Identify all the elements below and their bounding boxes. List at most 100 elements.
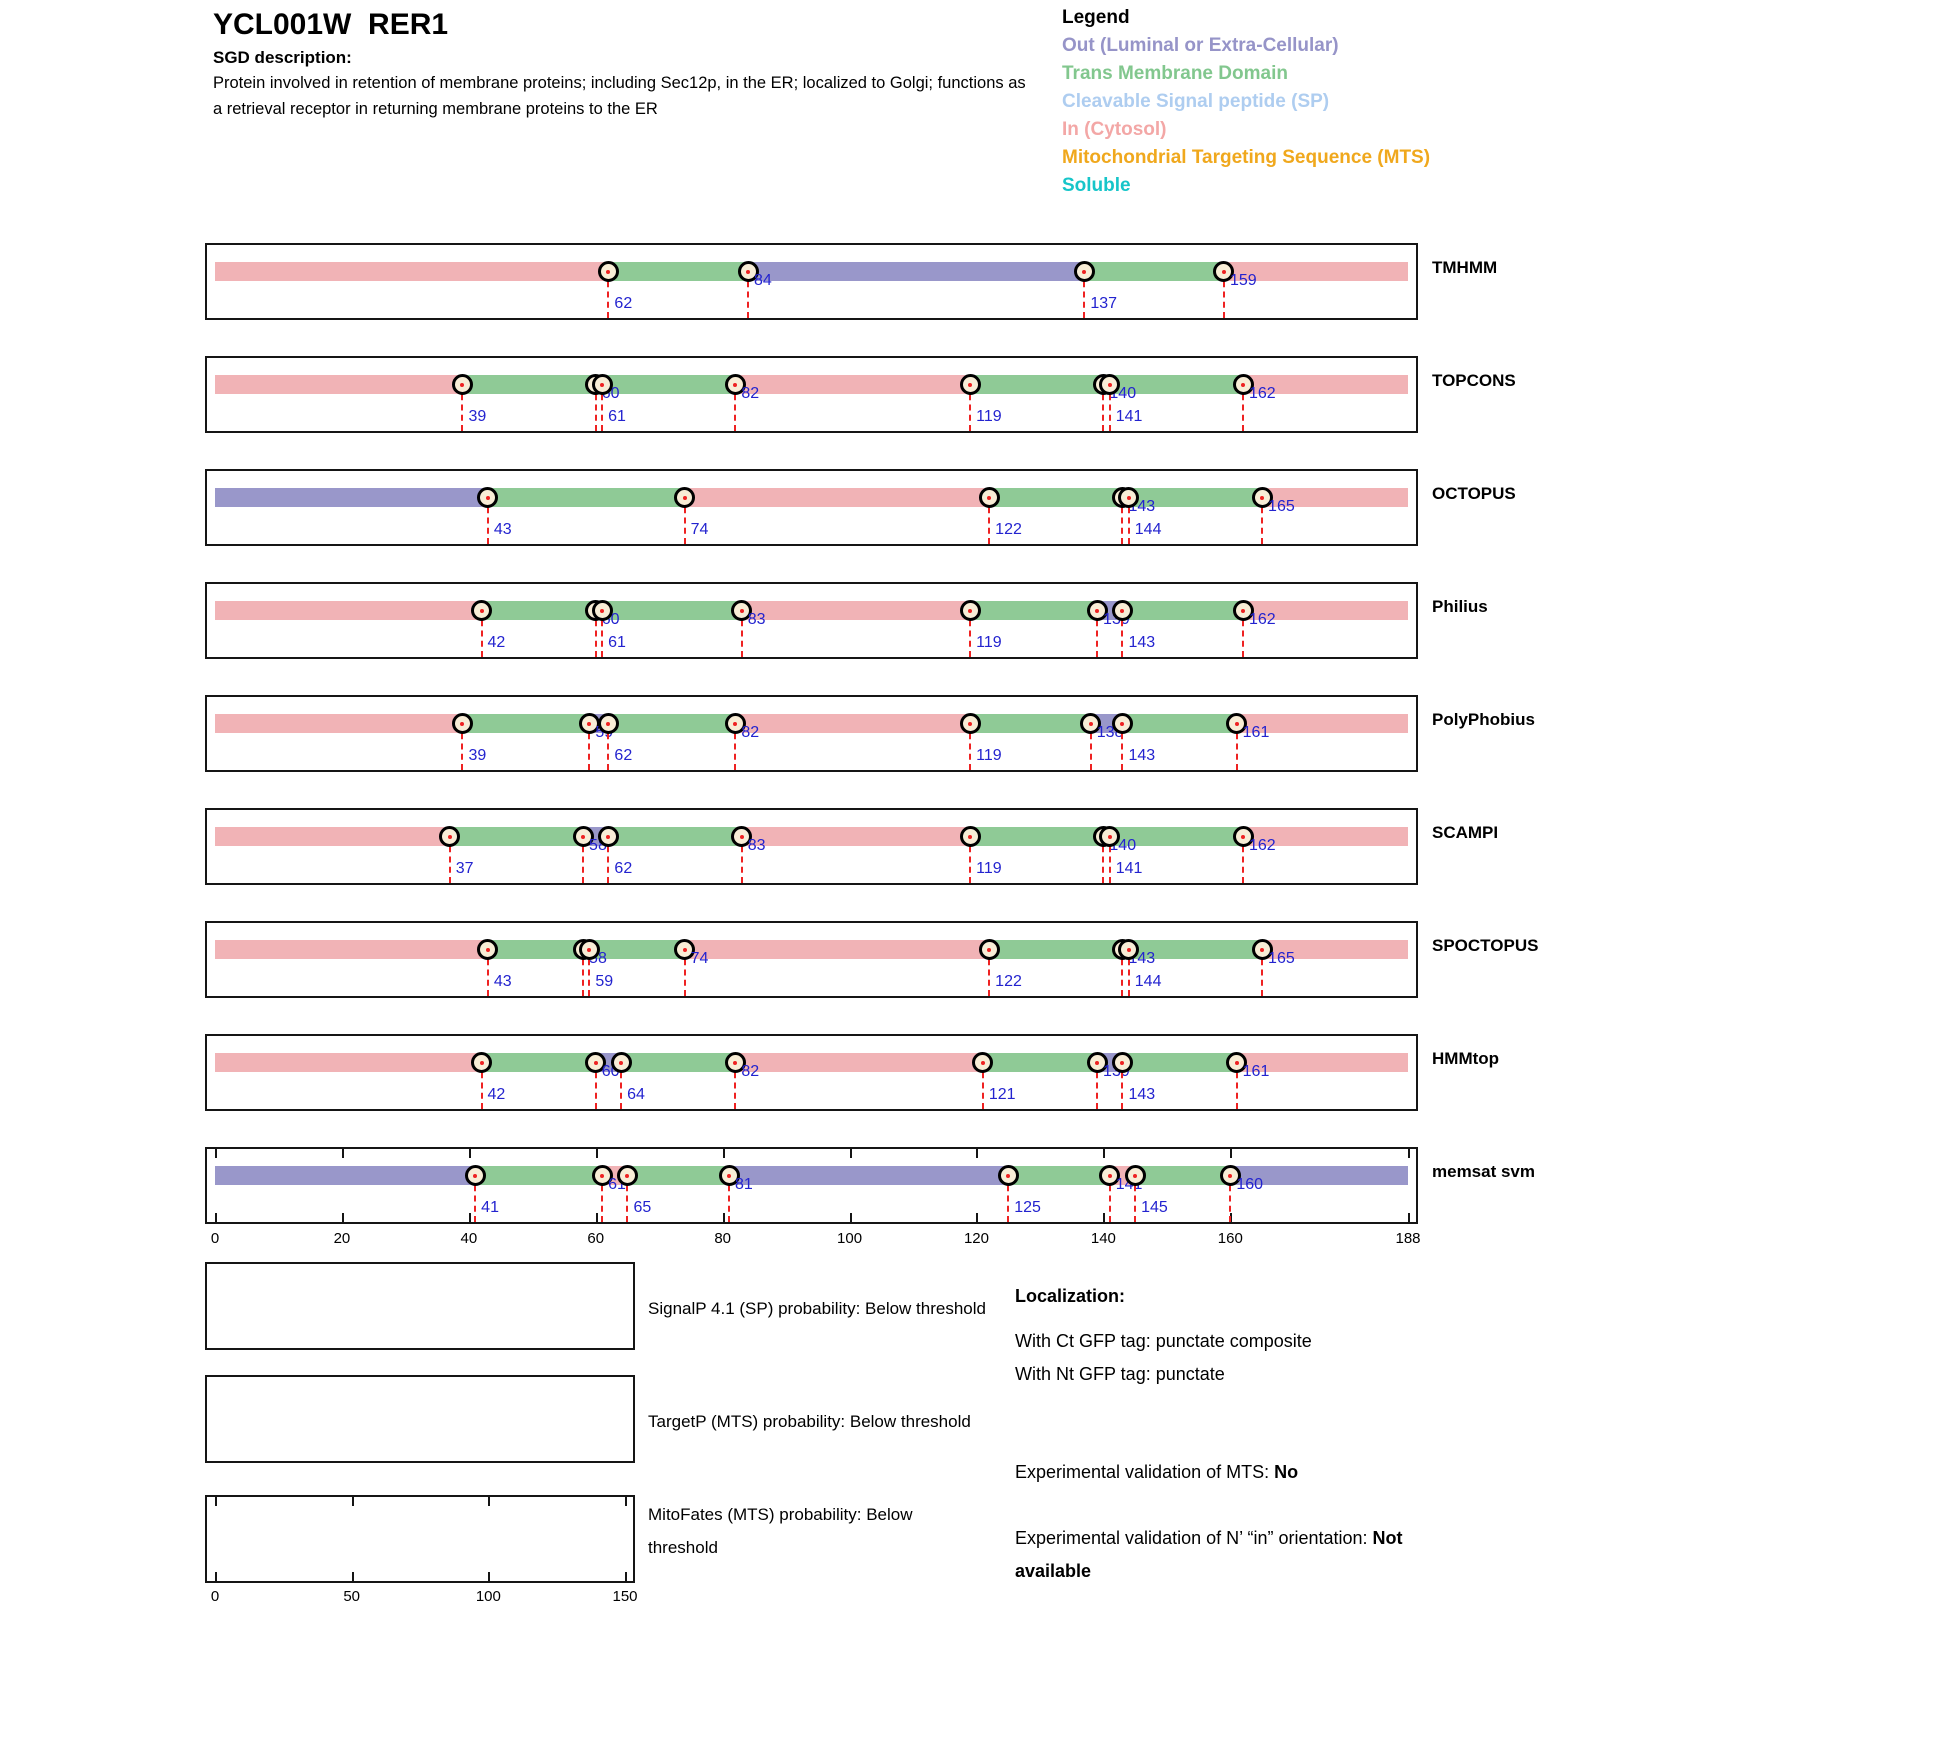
boundary-line: [1108, 384, 1111, 431]
bar-segment-tm: [627, 1166, 729, 1185]
axis-tick-label: 100: [837, 1230, 863, 1247]
boundary-label: 64: [627, 1086, 645, 1103]
axis-tick: [215, 1572, 217, 1581]
boundary-line: [1261, 497, 1264, 544]
bar-segment-in: [1236, 714, 1408, 733]
bar-segment-in: [735, 714, 971, 733]
boundary-label: 141: [1115, 860, 1143, 877]
boundary-line: [683, 497, 686, 544]
marker-center-dot: [733, 1061, 738, 1065]
boundary-line: [734, 1062, 737, 1109]
axis-tick: [625, 1572, 627, 1581]
boundary-line: [1121, 949, 1124, 996]
track-box-philius: 42606183119139143162: [205, 582, 1418, 659]
boundary-line: [607, 271, 610, 318]
bar-segment-tm: [475, 1166, 603, 1185]
boundary-label: 121: [988, 1086, 1016, 1103]
boundary-line: [1235, 1062, 1238, 1109]
bar-segment-in: [735, 375, 971, 394]
bar-segment-in: [1243, 375, 1408, 394]
boundary-label: 82: [741, 724, 760, 741]
boundary-label: 122: [995, 973, 1022, 990]
marker-center-dot: [739, 835, 744, 839]
track-box-topcons: 39 60 61 82 119 140 141 162: [205, 356, 1418, 433]
bar-segment-in: [215, 1053, 482, 1072]
axis-tick: [722, 1213, 725, 1222]
boundary-line: [734, 723, 737, 770]
marker-center-dot: [485, 948, 490, 952]
marker-center-dot: [968, 383, 973, 387]
boundary-label: 42: [487, 634, 506, 651]
boundary-label: 143: [1128, 634, 1156, 651]
axis-tick: [215, 1497, 217, 1506]
marker-center-dot: [1095, 1061, 1100, 1065]
boundary-line: [1121, 497, 1124, 544]
marker-center-dot: [1107, 835, 1112, 839]
boundary-line: [1121, 1062, 1124, 1109]
marker-center-dot: [968, 609, 973, 613]
boundary-label: 162: [1249, 385, 1276, 402]
axis-tick-label: 20: [333, 1230, 351, 1247]
marker-center-dot: [1120, 722, 1125, 726]
marker-center-dot: [581, 835, 586, 839]
bar-segment-tm: [1084, 262, 1224, 281]
boundary-line: [582, 949, 585, 996]
boundary-line: [588, 723, 591, 770]
boundary-label: 165: [1268, 498, 1295, 515]
marker-center-dot: [447, 835, 452, 839]
boundary-label: 41: [481, 1199, 499, 1216]
boundary-line: [1007, 1175, 1010, 1222]
boundary-line: [1096, 610, 1099, 657]
marker-center-dot: [1120, 609, 1125, 613]
bar-segment-in: [735, 1053, 983, 1072]
marker-center-dot: [727, 1174, 731, 1178]
boundary-label: 62: [614, 295, 633, 312]
boundary-line: [486, 497, 489, 544]
marker-center-dot: [587, 722, 592, 726]
track-name-spoctopus: SPOCTOPUS: [1432, 936, 1539, 955]
marker-center-dot: [733, 383, 738, 387]
axis-tick-label: 188: [1395, 1230, 1421, 1247]
marker-center-dot: [625, 1174, 630, 1178]
boundary-label: 39: [468, 747, 487, 764]
bar-segment-tm: [1109, 375, 1243, 394]
axis-tick: [1230, 1213, 1233, 1222]
boundary-label: 82: [741, 385, 760, 402]
boundary-line: [601, 1175, 604, 1222]
boundary-line: [480, 1062, 483, 1109]
boundary-line: [1242, 836, 1244, 883]
bar-segment-in: [215, 714, 463, 733]
page-title: YCL001W RER1: [213, 8, 449, 41]
marker-center-dot: [1228, 1174, 1233, 1178]
bar-segment-in: [1243, 827, 1408, 846]
axis-tick-label: 40: [460, 1230, 478, 1247]
bar-segment-in: [1223, 262, 1408, 281]
marker-center-dot: [1120, 1061, 1125, 1065]
boundary-line: [969, 610, 972, 657]
boundary-line: [607, 723, 610, 770]
axis-tick: [351, 1497, 354, 1506]
track-name-philius: Philius: [1432, 597, 1488, 616]
sgd-description-heading: SGD description:: [213, 48, 352, 67]
boundary-line: [594, 610, 597, 657]
marker-center-dot: [1234, 722, 1239, 726]
boundary-label: 145: [1141, 1199, 1168, 1216]
legend-item-trans-membrane-domain: Trans Membrane Domain: [1062, 63, 1288, 84]
marker-center-dot: [1241, 835, 1245, 839]
boundary-label: 165: [1268, 950, 1295, 967]
marker-center-dot: [1126, 496, 1131, 500]
boundary-label: 160: [1236, 1176, 1264, 1193]
marker-center-dot: [1095, 609, 1100, 613]
bar-segment-tm: [1122, 601, 1243, 620]
bar-segment-tm: [970, 601, 1098, 620]
boundary-line: [1108, 836, 1111, 883]
bar-segment-tm: [1122, 1053, 1237, 1072]
bar-segment-in: [1243, 601, 1408, 620]
probability-plot-label-3: MitoFates (MTS) probability: Below thres…: [648, 1505, 913, 1557]
marker-center-dot: [1107, 383, 1112, 387]
bar-segment-tm: [1135, 1166, 1231, 1185]
experimental-orientation-line: Experimental validation of N’ “in” orien…: [1015, 1522, 1447, 1588]
axis-tick-label: 140: [1090, 1230, 1116, 1247]
marker-center-dot: [980, 1061, 985, 1065]
bar-segment-tm: [1008, 1166, 1110, 1185]
